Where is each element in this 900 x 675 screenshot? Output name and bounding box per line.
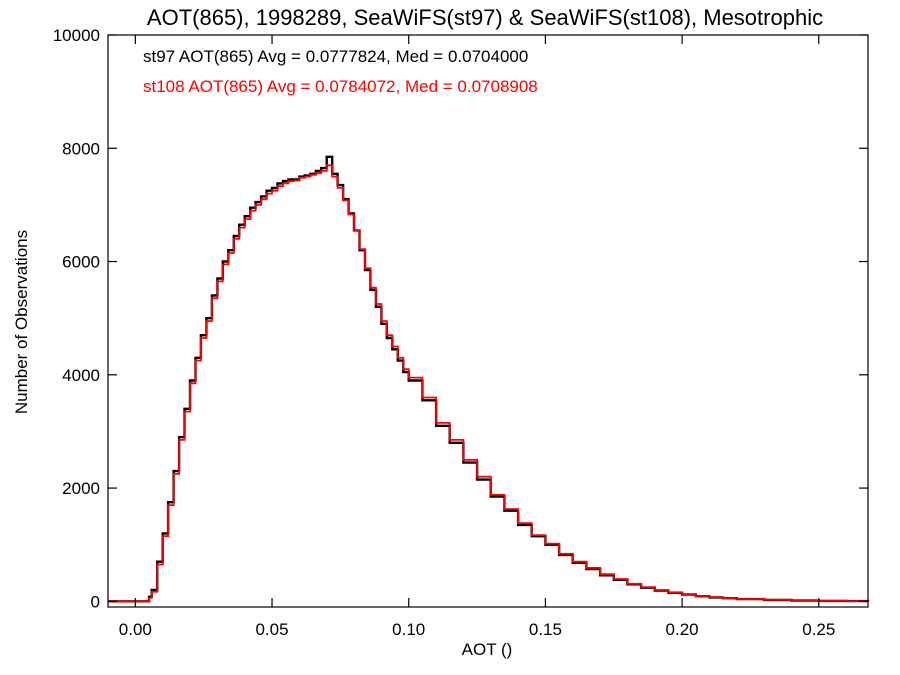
x-tick-label: 0.10: [392, 620, 425, 639]
y-tick-label: 4000: [62, 366, 100, 385]
series-line-0: [108, 155, 870, 603]
annotation-st97: st97 AOT(865) Avg = 0.0777824, Med = 0.0…: [143, 47, 528, 66]
plot-frame: [107, 34, 869, 608]
x-tick-label: 0.20: [666, 620, 699, 639]
y-tick-label: 10000: [53, 26, 100, 45]
y-tick-label: 8000: [62, 139, 100, 158]
x-tick-label: 0.25: [802, 620, 835, 639]
y-tick-label: 6000: [62, 253, 100, 272]
y-tick-label: 2000: [62, 479, 100, 498]
chart-title: AOT(865), 1998289, SeaWiFS(st97) & SeaWi…: [147, 5, 823, 30]
y-tick-label: 0: [91, 592, 100, 611]
x-axis-label: AOT (): [462, 640, 513, 659]
x-tick-label: 0.15: [529, 620, 562, 639]
x-tick-label: 0.00: [119, 620, 152, 639]
axes-layer: 0.00 0.05 0.10 0.15 0.20 0.25 0 2000 4000 6000 800…: [53, 26, 869, 639]
series-line-1: [108, 164, 869, 603]
series-layer: [108, 155, 870, 603]
annotation-st108: st108 AOT(865) Avg = 0.0784072, Med = 0.…: [143, 77, 538, 96]
y-axis-label: Number of Observations: [12, 230, 31, 414]
x-tick-label: 0.05: [255, 620, 288, 639]
